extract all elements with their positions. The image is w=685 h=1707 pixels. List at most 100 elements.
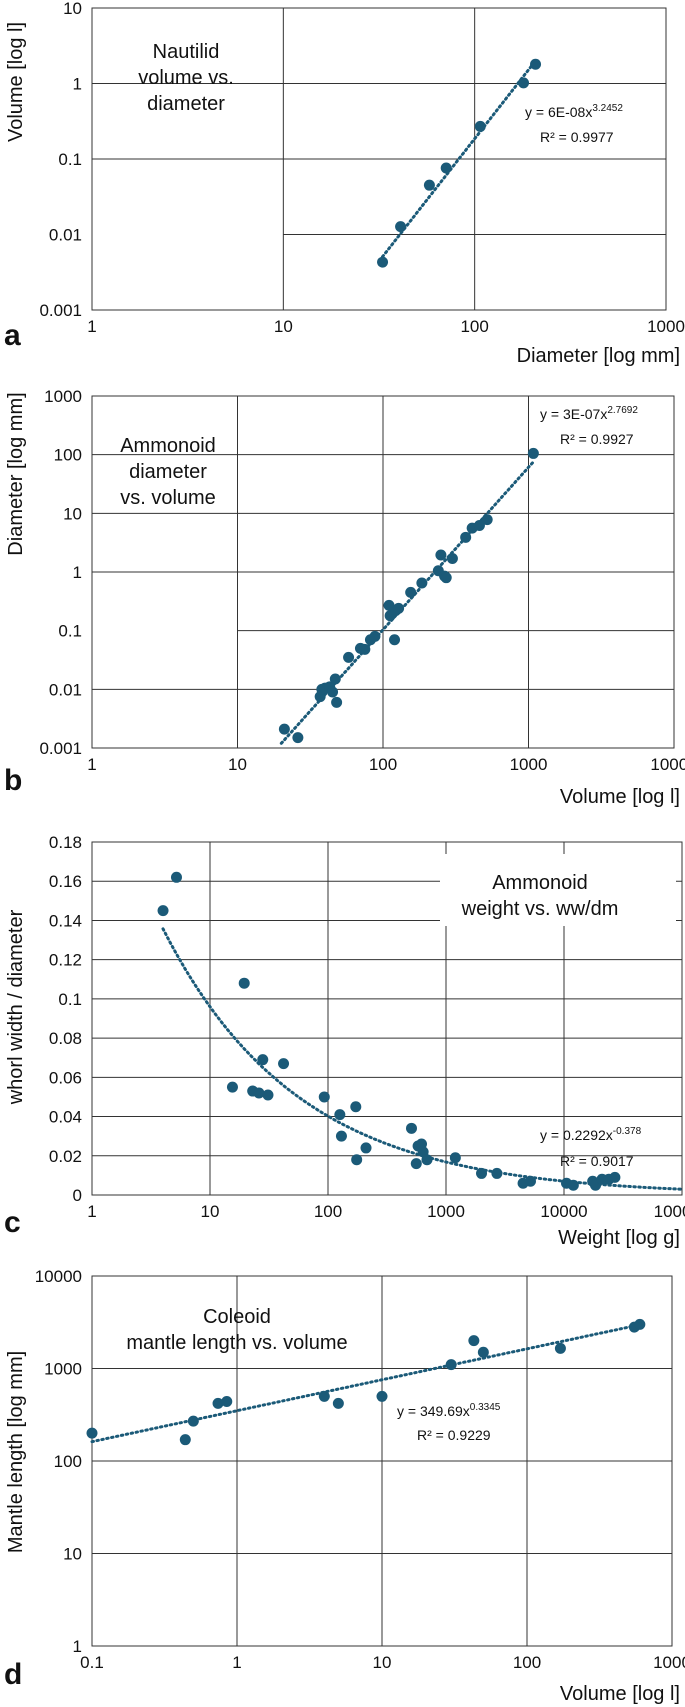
equation-base: y = 3E-07x bbox=[540, 406, 607, 422]
data-point bbox=[157, 905, 169, 917]
y-tick-label: 1000 bbox=[44, 387, 82, 406]
data-point bbox=[477, 1346, 489, 1358]
equation-base: y = 0.2292x bbox=[540, 1127, 613, 1143]
xticks-d: 0.1 1 10 100 1000 bbox=[80, 1653, 685, 1672]
x-tick-label: 10 bbox=[228, 755, 247, 774]
data-point bbox=[334, 1109, 346, 1121]
points-b bbox=[278, 447, 539, 744]
chart-title-line-1: Ammonoid bbox=[120, 435, 216, 457]
x-tick-label: 10 bbox=[274, 317, 293, 336]
yticks-d: 1 10 100 1000 10000 bbox=[35, 1267, 82, 1656]
x-tick-label: 10 bbox=[373, 1653, 392, 1672]
data-point bbox=[253, 1087, 265, 1099]
y-tick-label: 1000 bbox=[44, 1360, 82, 1379]
trendline-d bbox=[90, 1323, 642, 1444]
data-point bbox=[376, 1390, 388, 1402]
data-point bbox=[491, 1167, 503, 1179]
x-tick-label: 10000 bbox=[650, 755, 685, 774]
x-tick-label: 100 bbox=[460, 317, 488, 336]
y-tick-label: 0.02 bbox=[49, 1147, 82, 1166]
data-point bbox=[221, 1395, 233, 1407]
plot-frame-a bbox=[91, 7, 667, 311]
r-squared-text: R² = 0.9977 bbox=[540, 129, 614, 145]
data-point bbox=[460, 531, 472, 543]
data-point bbox=[350, 1101, 362, 1113]
chart-panel-b: 0.001 0.01 0.1 1 10 100 1000 1 10 100 1000 10000 A… bbox=[4, 387, 685, 808]
x-axis-label: Weight [log g] bbox=[558, 1227, 680, 1249]
data-point bbox=[292, 732, 304, 744]
y-tick-label: 0.01 bbox=[49, 226, 82, 245]
equation-exponent: -0.378 bbox=[613, 1126, 642, 1137]
y-tick-label: 1 bbox=[73, 1637, 82, 1656]
data-point bbox=[476, 1167, 488, 1179]
data-point bbox=[567, 1179, 579, 1191]
equation-base: y = 6E-08x bbox=[525, 104, 592, 120]
equation-exponent: 2.7692 bbox=[607, 405, 638, 416]
equation-text: y = 6E-08x3.2452 bbox=[525, 103, 623, 120]
y-tick-label: 0 bbox=[73, 1186, 82, 1205]
y-tick-label: 10 bbox=[63, 0, 82, 18]
x-tick-label: 1 bbox=[87, 1202, 96, 1221]
x-tick-label: 100 bbox=[513, 1653, 541, 1672]
data-point bbox=[524, 1175, 536, 1187]
x-tick-label: 1 bbox=[87, 317, 96, 336]
data-point bbox=[226, 1081, 238, 1093]
yticks-c: 0 0.02 0.04 0.06 0.08 0.1 0.12 0.14 0.16 0.18 bbox=[49, 833, 82, 1205]
data-point bbox=[410, 1158, 422, 1170]
trendline-path bbox=[381, 58, 538, 259]
x-tick-label: 0.1 bbox=[80, 1653, 104, 1672]
equation-text: y = 0.2292x-0.378 bbox=[540, 1126, 642, 1143]
data-point bbox=[389, 634, 401, 646]
x-tick-label: 100 bbox=[314, 1202, 342, 1221]
data-point bbox=[435, 549, 447, 561]
data-point bbox=[416, 577, 428, 589]
data-point bbox=[179, 1434, 191, 1446]
data-point bbox=[238, 977, 250, 989]
data-point bbox=[359, 643, 371, 655]
data-point bbox=[278, 1058, 290, 1070]
y-tick-label: 0.16 bbox=[49, 872, 82, 891]
data-point bbox=[360, 1142, 372, 1154]
r-squared-text: R² = 0.9017 bbox=[560, 1153, 634, 1169]
data-point bbox=[405, 1122, 417, 1134]
plot-frame-d bbox=[91, 1275, 673, 1647]
data-point bbox=[343, 651, 355, 663]
x-tick-label: 10000 bbox=[540, 1202, 587, 1221]
y-tick-label: 0.04 bbox=[49, 1108, 82, 1127]
equation-base: y = 349.69x bbox=[397, 1403, 470, 1419]
data-point bbox=[318, 1390, 330, 1402]
data-point bbox=[377, 256, 389, 268]
panel-label-a: a bbox=[4, 319, 21, 352]
y-tick-label: 0.06 bbox=[49, 1068, 82, 1087]
y-tick-label: 100 bbox=[54, 446, 82, 465]
r-squared-text: R² = 0.9229 bbox=[417, 1427, 491, 1443]
data-point bbox=[445, 1359, 457, 1371]
panel-label-b: b bbox=[4, 764, 22, 797]
equation-exponent: 0.3345 bbox=[470, 1402, 501, 1413]
equation-text: y = 3E-07x2.7692 bbox=[540, 405, 638, 422]
data-point bbox=[554, 1342, 566, 1354]
data-point bbox=[395, 221, 407, 233]
y-tick-label: 0.14 bbox=[49, 911, 82, 930]
yticks-b: 0.001 0.01 0.1 1 10 100 1000 bbox=[39, 387, 82, 758]
data-point bbox=[278, 723, 290, 735]
chart-title-line-3: diameter bbox=[147, 93, 225, 115]
panel-label-c: c bbox=[4, 1206, 21, 1239]
y-axis-label: whorl width / diameter bbox=[5, 909, 27, 1105]
data-point bbox=[440, 162, 452, 174]
data-point bbox=[331, 696, 343, 708]
y-tick-label: 10 bbox=[63, 1545, 82, 1564]
equation-exponent: 3.2452 bbox=[592, 103, 623, 114]
y-tick-label: 0.1 bbox=[58, 150, 82, 169]
points-d bbox=[86, 1318, 646, 1446]
y-tick-label: 0.1 bbox=[58, 622, 82, 641]
data-point bbox=[446, 552, 458, 564]
chart-title-line-2: diameter bbox=[129, 461, 207, 483]
y-tick-label: 0.18 bbox=[49, 833, 82, 852]
chart-title-line-2: weight vs. ww/dm bbox=[461, 898, 619, 920]
grid-b bbox=[92, 396, 674, 748]
chart-title-line-1: Nautilid bbox=[153, 41, 220, 63]
